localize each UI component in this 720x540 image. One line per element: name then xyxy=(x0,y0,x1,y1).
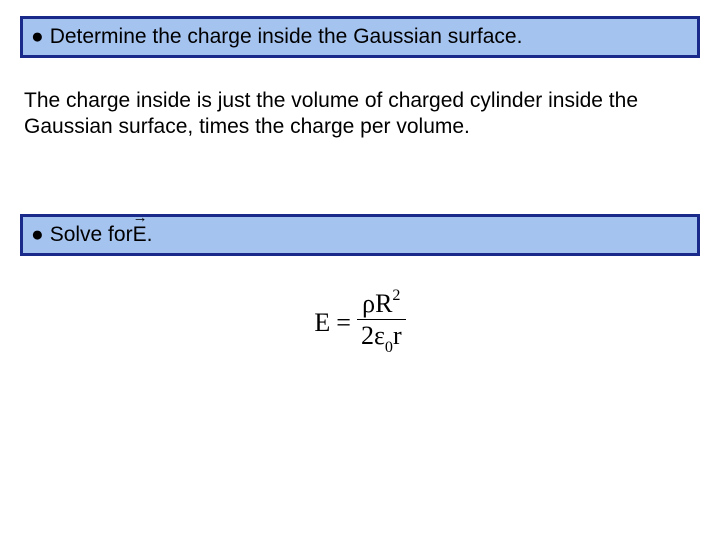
eq-R-exponent: 2 xyxy=(392,287,400,304)
vector-e-letter: E xyxy=(133,223,147,246)
eq-equals: = xyxy=(336,308,351,338)
eq-epsilon-sub: 0 xyxy=(385,339,393,356)
eq-two: 2 xyxy=(361,321,374,350)
equation-block: E = ρR2 2ε0r xyxy=(0,290,720,355)
step1-text: Determine the charge inside the Gaussian… xyxy=(50,25,523,49)
eq-r: r xyxy=(393,321,402,350)
step-box-solve-for-e: ● Solve for → E . xyxy=(20,214,700,256)
eq-epsilon: ε xyxy=(374,321,385,350)
eq-rho: ρ xyxy=(362,289,375,318)
explanation-paragraph: The charge inside is just the volume of … xyxy=(24,88,696,141)
vector-arrow-icon: → xyxy=(133,209,146,226)
equation: E = ρR2 2ε0r xyxy=(314,290,405,355)
bullet-icon: ● xyxy=(31,223,44,247)
eq-denominator: 2ε0r xyxy=(357,319,406,355)
bullet-icon: ● xyxy=(31,25,44,49)
eq-lhs: E xyxy=(314,308,330,338)
eq-numerator: ρR2 xyxy=(358,290,404,319)
eq-R: R xyxy=(375,289,392,318)
vector-e-symbol: → E xyxy=(133,223,147,247)
step-box-determine-charge: ● Determine the charge inside the Gaussi… xyxy=(20,16,700,58)
step2-text-prefix: Solve for xyxy=(50,223,133,247)
eq-fraction: ρR2 2ε0r xyxy=(357,290,406,355)
step2-text-suffix: . xyxy=(147,223,153,247)
